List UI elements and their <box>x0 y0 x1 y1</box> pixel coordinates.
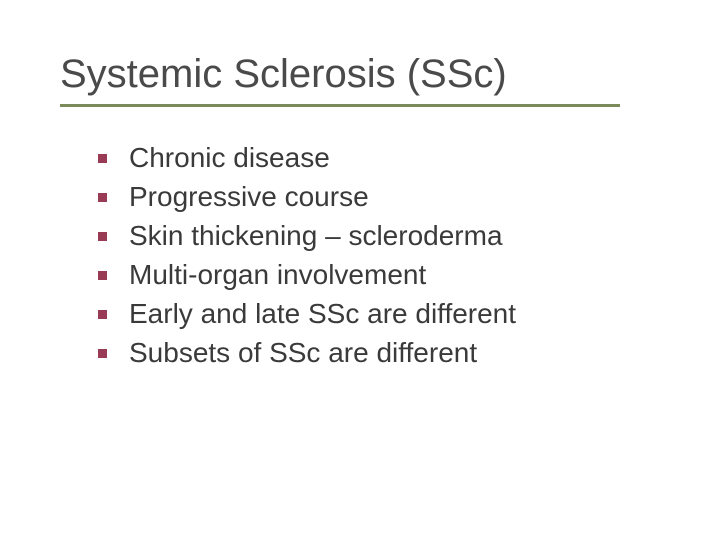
list-item-text: Multi-organ involvement <box>129 257 426 292</box>
slide-title: Systemic Sclerosis (SSc) <box>60 52 680 96</box>
list-item-text: Progressive course <box>129 179 369 214</box>
list-item: Early and late SSc are different <box>98 296 680 331</box>
slide-body: Chronic disease Progressive course Skin … <box>98 140 680 374</box>
title-wrap: Systemic Sclerosis (SSc) <box>60 52 680 96</box>
list-item-text: Subsets of SSc are different <box>129 335 477 370</box>
square-bullet-icon <box>98 193 107 202</box>
list-item: Skin thickening – scleroderma <box>98 218 680 253</box>
square-bullet-icon <box>98 271 107 280</box>
square-bullet-icon <box>98 154 107 163</box>
list-item-text: Skin thickening – scleroderma <box>129 218 503 253</box>
slide: Systemic Sclerosis (SSc) Chronic disease… <box>0 0 720 540</box>
list-item: Progressive course <box>98 179 680 214</box>
list-item: Chronic disease <box>98 140 680 175</box>
list-item-text: Early and late SSc are different <box>129 296 516 331</box>
square-bullet-icon <box>98 310 107 319</box>
square-bullet-icon <box>98 232 107 241</box>
list-item-text: Chronic disease <box>129 140 330 175</box>
list-item: Multi-organ involvement <box>98 257 680 292</box>
list-item: Subsets of SSc are different <box>98 335 680 370</box>
title-underline <box>60 104 620 107</box>
square-bullet-icon <box>98 349 107 358</box>
